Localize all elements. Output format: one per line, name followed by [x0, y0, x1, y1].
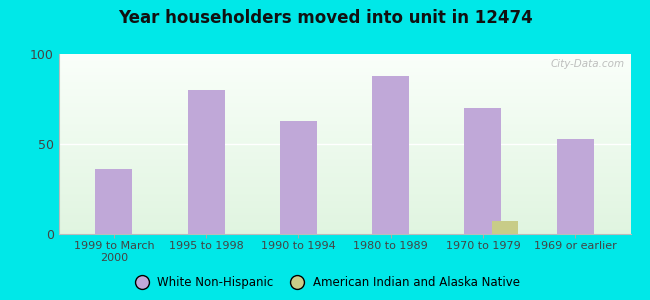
Bar: [96, 169, 133, 234]
Bar: [372, 76, 409, 234]
Bar: [556, 139, 593, 234]
Legend: White Non-Hispanic, American Indian and Alaska Native: White Non-Hispanic, American Indian and …: [125, 272, 525, 294]
Text: Year householders moved into unit in 12474: Year householders moved into unit in 124…: [118, 9, 532, 27]
Bar: [465, 108, 501, 234]
Bar: [188, 90, 224, 234]
Bar: [492, 221, 518, 234]
Bar: [280, 121, 317, 234]
Text: City-Data.com: City-Data.com: [551, 59, 625, 69]
